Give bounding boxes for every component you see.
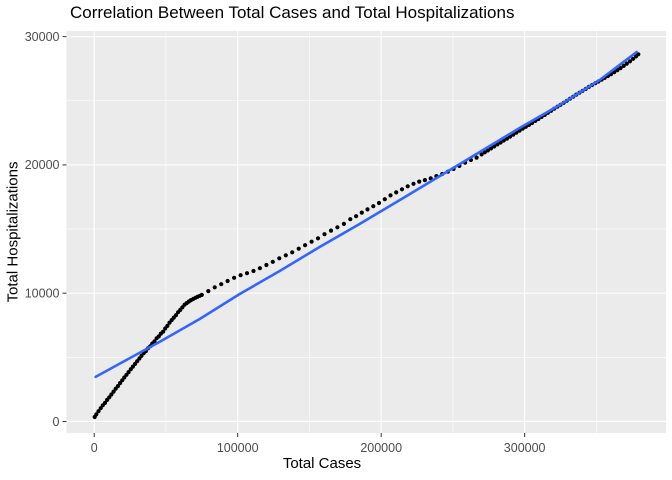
y-tick-label: 30000: [25, 30, 60, 44]
data-point: [94, 412, 99, 417]
data-point: [165, 323, 170, 328]
data-point: [309, 239, 314, 244]
data-point: [354, 214, 359, 219]
data-point: [394, 190, 399, 195]
data-point: [270, 259, 275, 264]
x-axis-title: Total Cases: [282, 455, 362, 472]
data-point: [315, 236, 321, 241]
data-point: [173, 313, 179, 318]
data-point: [115, 384, 120, 389]
data-point: [161, 329, 166, 334]
data-point: [238, 273, 243, 278]
data-point: [96, 409, 101, 414]
data-point: [359, 210, 364, 215]
data-point: [290, 250, 295, 255]
data-point: [618, 66, 623, 71]
x-tick-label: 200000: [360, 441, 402, 455]
data-point: [199, 292, 204, 297]
data-point: [405, 184, 410, 189]
data-point: [631, 56, 636, 61]
data-point: [109, 392, 114, 397]
y-tick-label: 0: [53, 415, 60, 429]
chart-title: Correlation Between Total Cases and Tota…: [70, 3, 515, 22]
data-point: [348, 217, 353, 222]
data-point: [341, 221, 346, 226]
data-point: [257, 266, 262, 271]
data-point: [277, 256, 282, 261]
data-point: [371, 204, 376, 209]
data-point: [365, 207, 370, 212]
data-point: [621, 63, 626, 68]
data-point: [244, 271, 250, 276]
data-point: [411, 181, 416, 186]
data-point: [328, 228, 334, 233]
data-point: [264, 262, 269, 268]
data-point: [283, 253, 288, 258]
data-point: [335, 225, 340, 230]
x-tick-label: 300000: [504, 441, 546, 455]
y-tick-label: 10000: [25, 286, 60, 300]
data-point: [422, 178, 427, 183]
data-point: [399, 187, 405, 192]
data-point: [636, 52, 641, 57]
data-point: [489, 146, 494, 151]
data-point: [212, 285, 217, 290]
data-point: [417, 179, 422, 184]
data-point: [376, 200, 382, 206]
data-point: [482, 150, 487, 155]
data-point: [624, 61, 629, 66]
data-point: [251, 268, 256, 274]
data-point: [232, 275, 237, 280]
x-tick-label: 100000: [217, 441, 259, 455]
data-point: [98, 406, 103, 411]
data-point: [479, 152, 484, 157]
data-point: [152, 339, 157, 344]
data-point: [485, 148, 490, 153]
y-tick-label: 20000: [25, 158, 60, 172]
data-point: [296, 246, 301, 251]
x-tick-label: 0: [91, 441, 98, 455]
data-point: [382, 197, 387, 202]
data-point: [303, 243, 308, 248]
data-point: [126, 370, 131, 375]
data-point: [322, 232, 327, 237]
data-point: [206, 289, 211, 294]
smooth-line: [94, 50, 638, 379]
data-point: [474, 155, 479, 160]
data-point: [111, 389, 116, 394]
plot-panel: [66, 31, 666, 433]
data-point: [102, 400, 108, 405]
data-point: [225, 278, 230, 284]
data-point: [627, 59, 633, 64]
data-point: [388, 193, 393, 198]
data-point: [219, 282, 224, 287]
data-point: [615, 68, 620, 73]
y-axis-title: Total Hospitalizations: [4, 161, 22, 303]
